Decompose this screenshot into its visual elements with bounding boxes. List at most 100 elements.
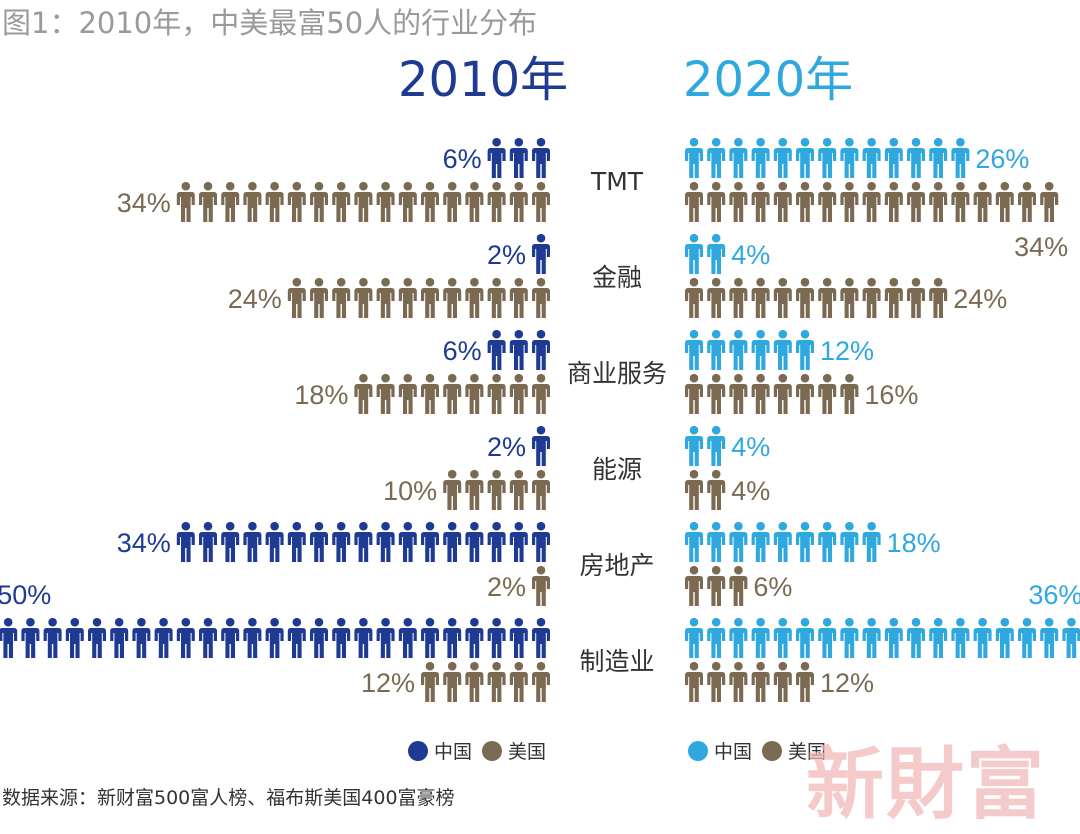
person-icon-china-2020 — [907, 617, 925, 658]
person-icon-china-2020 — [818, 521, 837, 562]
pictogram-chart: TMT 6% 34% 26% 34% 金融 2% 24% 4% 24% 商业服务 6% 18% 12% 16… — [0, 137, 1080, 702]
person-icon-china-2010 — [65, 617, 84, 658]
person-icon-china-2020 — [773, 617, 792, 658]
person-icon-china-2020 — [707, 233, 726, 274]
person-icon-china-2010 — [221, 521, 240, 562]
person-icon-china-2010 — [376, 617, 395, 658]
person-icon-china-2020 — [729, 329, 748, 370]
person-icon-us-2010 — [354, 373, 373, 414]
person-icon-china-2020 — [796, 137, 814, 178]
person-icon-us-2010 — [509, 373, 528, 414]
person-icon-china-2020 — [862, 137, 881, 178]
person-icon-us-2010 — [332, 181, 351, 222]
person-icon-china-2020 — [707, 329, 726, 370]
person-icon-us-2020 — [907, 277, 925, 318]
person-icon-us-2020 — [751, 373, 770, 414]
person-icon-us-2010 — [310, 277, 328, 318]
person-icon-china-2010 — [509, 521, 528, 562]
value-label-us-2020: 16% — [864, 380, 918, 410]
person-icon-us-2020 — [884, 181, 903, 222]
person-icon-us-2020 — [751, 181, 770, 222]
person-icon-us-2020 — [840, 277, 859, 318]
person-icon-china-2010 — [532, 329, 550, 370]
person-icon-us-2010 — [532, 373, 550, 414]
value-label-china-2020: 36% — [1028, 580, 1080, 610]
person-icon-china-2010 — [421, 521, 439, 562]
person-icon-china-2020 — [707, 521, 726, 562]
person-icon-us-2020 — [818, 277, 837, 318]
person-icon-china-2020 — [707, 425, 726, 466]
person-icon-us-2020 — [840, 181, 859, 222]
person-icon-us-2020 — [729, 181, 748, 222]
person-icon-us-2020 — [707, 661, 726, 702]
person-icon-china-2020 — [751, 521, 770, 562]
value-label-us-2010: 12% — [361, 668, 415, 698]
person-icon-us-2010 — [465, 373, 484, 414]
value-label-china-2010: 34% — [117, 528, 171, 558]
person-icon-us-2020 — [685, 181, 703, 222]
person-icon-china-2020 — [884, 617, 903, 658]
year-2010-heading: 2010年 — [398, 52, 569, 108]
person-icon-china-2010 — [421, 617, 439, 658]
person-icon-china-2010 — [532, 425, 550, 466]
person-icon-us-2020 — [751, 277, 770, 318]
person-icon-us-2010 — [465, 661, 484, 702]
value-label-china-2010: 50% — [0, 580, 51, 610]
person-icon-china-2010 — [443, 521, 462, 562]
person-icon-us-2020 — [862, 277, 881, 318]
person-icon-us-2010 — [532, 181, 550, 222]
person-icon-china-2010 — [465, 617, 484, 658]
person-icon-china-2010 — [509, 329, 528, 370]
person-icon-us-2020 — [707, 565, 726, 606]
category-label: 房地产 — [579, 551, 654, 580]
person-icon-china-2020 — [884, 137, 903, 178]
legend-china-2010-swatch — [408, 740, 428, 761]
person-icon-china-2010 — [176, 521, 195, 562]
person-icon-china-2020 — [773, 137, 792, 178]
person-icon-china-2010 — [132, 617, 151, 658]
person-icon-china-2020 — [685, 617, 703, 658]
person-icon-china-2020 — [840, 137, 859, 178]
person-icon-us-2020 — [707, 181, 726, 222]
person-icon-us-2020 — [862, 181, 881, 222]
person-icon-us-2010 — [199, 181, 217, 222]
value-label-china-2020: 12% — [820, 336, 874, 366]
person-icon-china-2020 — [707, 617, 726, 658]
person-icon-us-2010 — [509, 277, 528, 318]
year-2020-heading: 2020年 — [683, 52, 854, 108]
person-icon-us-2020 — [685, 469, 703, 510]
person-icon-china-2010 — [154, 617, 173, 658]
value-label-us-2020: 12% — [820, 668, 874, 698]
person-icon-us-2020 — [884, 277, 903, 318]
person-icon-us-2010 — [532, 469, 550, 510]
person-icon-china-2020 — [751, 617, 770, 658]
person-icon-china-2020 — [840, 521, 859, 562]
value-label-us-2010: 34% — [117, 188, 171, 218]
person-icon-us-2010 — [532, 661, 550, 702]
person-icon-china-2020 — [773, 521, 792, 562]
value-label-china-2020: 4% — [731, 432, 770, 462]
person-icon-us-2020 — [707, 373, 726, 414]
person-icon-us-2020 — [685, 565, 703, 606]
person-icon-us-2010 — [465, 469, 484, 510]
person-icon-china-2010 — [354, 617, 373, 658]
person-icon-us-2010 — [221, 181, 240, 222]
legend-us-2010-label: 美国 — [508, 741, 547, 763]
person-icon-china-2010 — [354, 521, 373, 562]
person-icon-us-2010 — [176, 181, 195, 222]
person-icon-china-2020 — [951, 617, 970, 658]
category-label: TMT — [590, 167, 644, 196]
person-icon-china-2020 — [729, 137, 748, 178]
person-icon-china-2010 — [265, 521, 284, 562]
legend-2020: 中国 美国 — [688, 737, 836, 764]
person-icon-china-2020 — [729, 521, 748, 562]
person-icon-china-2010 — [532, 617, 550, 658]
person-icon-china-2020 — [685, 137, 703, 178]
person-icon-us-2010 — [421, 181, 439, 222]
person-icon-us-2010 — [376, 277, 395, 318]
value-label-us-2010: 24% — [228, 284, 282, 314]
person-icon-china-2010 — [176, 617, 195, 658]
person-icon-us-2010 — [465, 277, 484, 318]
person-icon-us-2010 — [443, 373, 462, 414]
person-icon-us-2010 — [532, 277, 550, 318]
